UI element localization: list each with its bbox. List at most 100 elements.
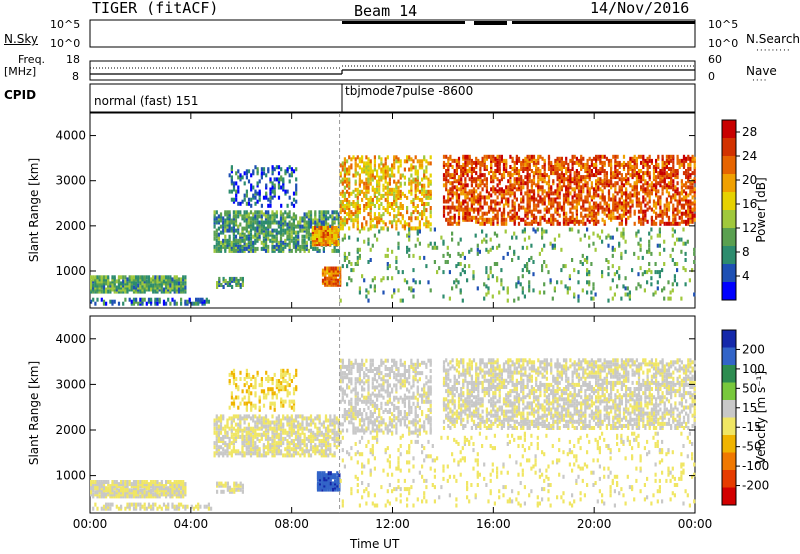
data-cell — [502, 286, 505, 291]
data-cell — [462, 209, 465, 214]
data-cell — [691, 268, 694, 273]
data-cell — [532, 213, 536, 218]
data-cell — [490, 165, 493, 169]
data-cell — [226, 485, 229, 490]
data-cell — [481, 173, 484, 178]
data-cell — [689, 181, 692, 186]
data-cell — [610, 209, 613, 214]
data-cell — [689, 215, 692, 220]
data-cell — [243, 226, 246, 231]
data-cell — [644, 187, 647, 192]
data-cell — [582, 221, 585, 226]
data-cell — [367, 227, 370, 232]
data-cell — [264, 214, 268, 219]
data-cell — [169, 283, 172, 288]
data-cell — [177, 492, 181, 497]
data-cell — [571, 227, 574, 232]
data-cell — [382, 163, 385, 168]
data-cell — [322, 225, 325, 230]
data-cell — [215, 242, 218, 247]
data-cell — [505, 169, 508, 173]
data-cell — [215, 210, 218, 215]
data-cell — [506, 290, 509, 295]
data-cell — [102, 275, 106, 280]
data-cell — [642, 171, 645, 176]
data-cell — [286, 169, 289, 174]
data-cell — [599, 171, 602, 176]
data-cell — [612, 183, 615, 188]
data-cell — [671, 258, 674, 262]
data-cell — [565, 177, 568, 182]
nsky-tick-low: 10^0 — [50, 37, 81, 50]
data-cell — [535, 171, 538, 176]
data-cell — [292, 169, 296, 174]
data-cell — [635, 203, 638, 208]
data-cell — [528, 165, 531, 169]
data-cell — [511, 213, 514, 218]
data-cell — [250, 187, 253, 192]
data-cell — [665, 211, 668, 216]
data-cell — [588, 219, 591, 224]
data-cell — [588, 270, 591, 275]
data-cell — [388, 212, 391, 217]
data-cell — [492, 215, 495, 220]
data-cell — [571, 154, 574, 159]
data-cell — [252, 426, 255, 431]
data-cell — [687, 154, 690, 159]
data-cell — [496, 276, 499, 281]
data-cell — [601, 217, 604, 222]
data-cell — [393, 187, 396, 192]
data-cell — [526, 203, 529, 208]
data-cell — [635, 175, 638, 180]
data-cell — [442, 213, 446, 218]
data-cell — [237, 201, 240, 206]
data-cell — [330, 274, 333, 279]
data-cell — [239, 426, 242, 431]
data-cell — [305, 220, 308, 225]
data-cell — [117, 277, 121, 282]
data-cell — [442, 154, 446, 159]
data-cell — [682, 154, 686, 159]
data-cell — [569, 173, 572, 178]
data-cell — [625, 173, 628, 178]
data-cell — [314, 225, 317, 230]
data-cell — [481, 195, 484, 200]
data-cell — [524, 191, 527, 196]
data-cell — [627, 171, 630, 176]
data-cell — [167, 486, 170, 491]
data-cell — [464, 215, 467, 220]
data-cell — [648, 199, 651, 204]
data-cell — [642, 215, 645, 220]
data-cell — [262, 244, 265, 249]
data-cell — [277, 230, 280, 235]
data-cell — [549, 241, 552, 246]
data-cell — [642, 209, 645, 214]
data-cell — [326, 266, 329, 271]
data-cell — [550, 197, 553, 202]
data-cell — [521, 229, 524, 234]
data-cell — [663, 203, 666, 208]
data-cell — [382, 212, 385, 217]
data-cell — [115, 480, 118, 484]
data-cell — [460, 191, 463, 196]
data-cell — [571, 219, 574, 224]
data-cell — [356, 260, 359, 264]
data-cell — [122, 492, 125, 497]
data-cell — [466, 278, 469, 283]
data-cell — [492, 207, 495, 212]
data-cell — [256, 181, 259, 186]
data-cell — [689, 213, 692, 218]
data-cell — [553, 243, 556, 248]
data-cell — [526, 245, 529, 250]
data-cell — [376, 216, 379, 221]
data-cell — [284, 189, 287, 194]
data-cell — [141, 297, 144, 302]
data-cell — [455, 221, 458, 226]
data-cell — [117, 289, 121, 294]
data-cell — [644, 162, 647, 167]
data-cell — [241, 441, 244, 446]
data-cell — [410, 216, 413, 221]
cpid-mode-1: normal (fast) 151 — [94, 94, 199, 108]
data-cell — [652, 175, 656, 180]
